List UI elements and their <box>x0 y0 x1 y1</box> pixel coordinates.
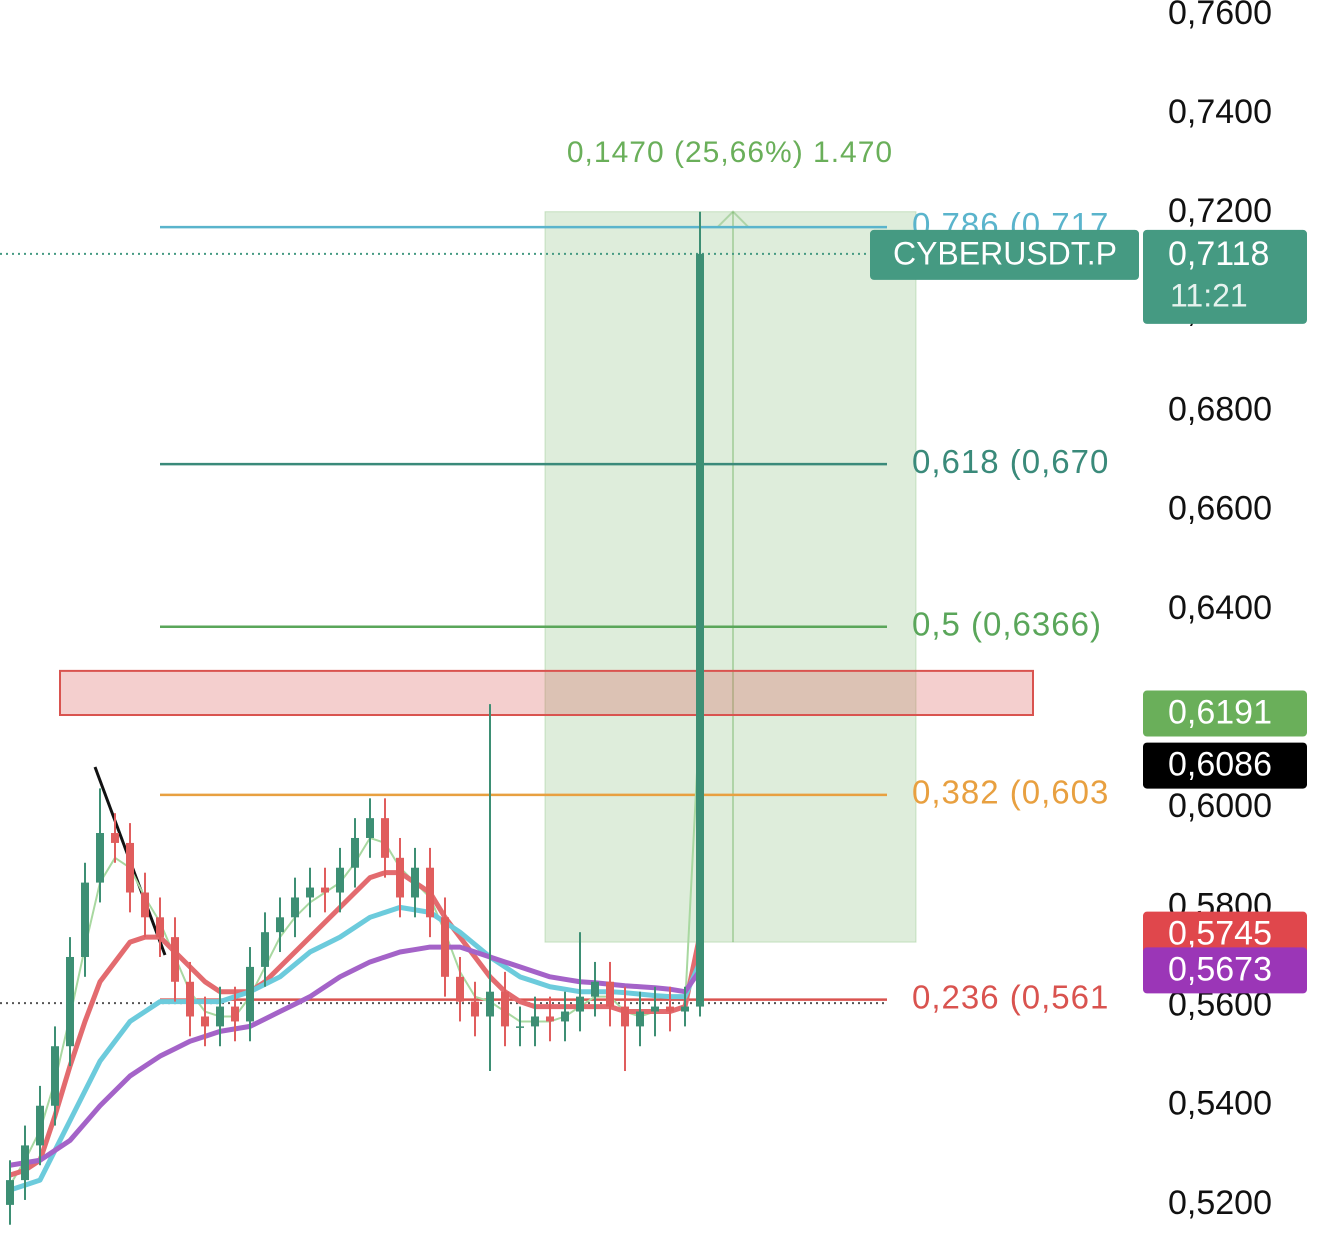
countdown: 11:21 <box>1170 277 1248 313</box>
candle-body <box>381 818 389 858</box>
candle-body <box>696 253 704 1007</box>
last-price-badge <box>1143 229 1307 324</box>
candle-body <box>606 981 614 1007</box>
candle-body <box>396 857 404 898</box>
candle-body <box>126 842 134 893</box>
candle-body <box>201 1016 209 1027</box>
candle-body <box>216 1006 224 1027</box>
y-tick-label: 0,5400 <box>1168 1085 1272 1123</box>
y-tick-label: 0,6400 <box>1168 589 1272 627</box>
price-badge-label: 0,5673 <box>1168 950 1272 988</box>
candle-body <box>261 932 269 967</box>
last-price-label: 0,7118 <box>1168 235 1269 273</box>
candle-body <box>81 882 89 957</box>
candle-body <box>546 1016 554 1022</box>
candle-body <box>681 1006 689 1012</box>
candle-body <box>6 1180 14 1205</box>
fib-label: 0,236 (0,561 <box>912 978 1109 1015</box>
zone <box>59 669 1034 717</box>
moving-average <box>9 944 703 1168</box>
candle-body <box>351 837 359 868</box>
candle-body <box>426 867 434 918</box>
candle-body <box>156 917 164 938</box>
candle-body <box>36 1105 44 1146</box>
position-box <box>544 211 917 943</box>
candle-body <box>516 1026 524 1028</box>
fib-label: 0,382 (0,603 <box>912 774 1109 811</box>
candle-body <box>246 966 254 1022</box>
moving-average <box>9 904 703 1193</box>
fib-label: 0,5 (0,6366) <box>912 605 1102 642</box>
position-label: 0,1470 (25,66%) 1.470 <box>567 136 893 169</box>
candle-body <box>366 818 374 838</box>
candle-body <box>441 917 449 977</box>
candle-body <box>621 1006 629 1027</box>
candle-body <box>141 892 149 918</box>
candle-body <box>651 1006 659 1012</box>
price-badge-label: 0,5745 <box>1168 915 1272 953</box>
price-badge <box>1143 690 1307 737</box>
y-tick-label: 0,7400 <box>1168 93 1272 131</box>
y-tick-label: 0,5200 <box>1168 1184 1272 1222</box>
candle-body <box>171 937 179 982</box>
price-badge <box>1143 911 1307 958</box>
candle-body <box>411 867 419 898</box>
candle-body <box>471 1001 479 1017</box>
candle-body <box>321 887 329 893</box>
y-tick-label: 0,7600 <box>1168 0 1272 32</box>
candle-body <box>636 1011 644 1027</box>
candle-body <box>111 833 119 843</box>
fib-label: 0,618 (0,670 <box>912 443 1109 480</box>
candle-body <box>456 976 464 1002</box>
candle-body <box>576 996 584 1012</box>
candle-body <box>591 981 599 997</box>
candle-body <box>501 991 509 1027</box>
candle-body <box>96 833 104 883</box>
candle-body <box>291 897 299 918</box>
candle-body <box>186 981 194 1017</box>
moving-average <box>9 870 703 1178</box>
candle-body <box>231 1006 239 1022</box>
position-arrow-head <box>717 210 749 228</box>
candle-body <box>561 1011 569 1022</box>
price-badge <box>1143 742 1307 789</box>
y-tick-label: 0,6600 <box>1168 490 1272 528</box>
symbol-name: CYBERUSDT.P <box>893 235 1117 271</box>
candle-body <box>531 1016 539 1027</box>
price-badge <box>1143 947 1307 994</box>
price-badge-label: 0,6191 <box>1168 694 1272 732</box>
candle-body <box>666 1006 674 1012</box>
symbol-badge <box>870 229 1139 280</box>
y-tick-label: 0,6000 <box>1168 787 1272 825</box>
candle-body <box>276 917 284 933</box>
candle-body <box>306 887 314 898</box>
price-badge-label: 0,6086 <box>1168 746 1272 784</box>
y-tick-label: 0,6800 <box>1168 391 1272 429</box>
y-tick-label: 0,7200 <box>1168 192 1272 230</box>
candle-body <box>51 1046 59 1106</box>
candle-body <box>21 1145 29 1181</box>
candle-body <box>66 956 74 1047</box>
candle-body <box>336 867 344 893</box>
candle-body <box>486 991 494 1017</box>
